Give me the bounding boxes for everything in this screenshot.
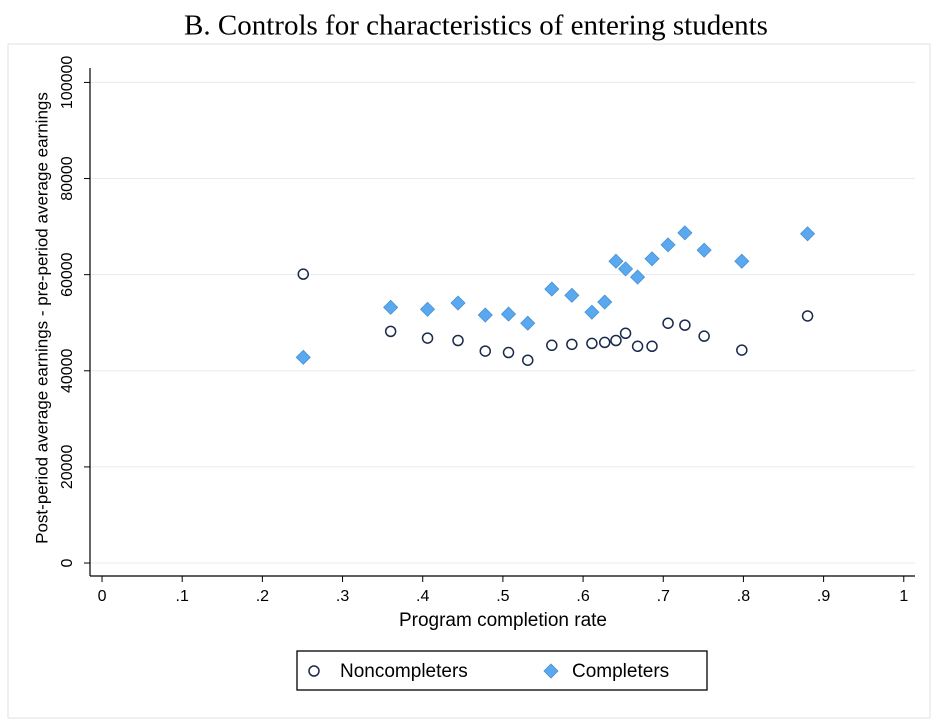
circle-marker <box>421 332 434 344</box>
diamond-marker <box>799 226 816 242</box>
diamond-marker <box>660 237 676 253</box>
circle-marker <box>619 327 632 340</box>
diamond-marker <box>734 253 750 269</box>
x-tick-label: 0 <box>98 588 107 605</box>
x-tick-label: .7 <box>657 588 670 605</box>
x-tick-label: .6 <box>576 588 589 605</box>
circle-marker <box>736 344 748 356</box>
x-tick-label: .5 <box>496 588 509 605</box>
x-tick-label: 1 <box>899 588 908 605</box>
circle-marker <box>384 325 397 338</box>
diamond-marker <box>618 261 634 277</box>
circle-marker <box>801 310 814 322</box>
circle-marker <box>598 336 611 349</box>
diamond-marker <box>383 299 399 315</box>
y-tick-label: 80000 <box>59 156 76 201</box>
circle-marker <box>662 317 674 329</box>
diamond-marker <box>644 251 660 267</box>
plot-frame <box>7 43 931 719</box>
legend-label: Completers <box>572 661 669 682</box>
x-tick-label: .3 <box>336 588 349 605</box>
y-tick-label: 40000 <box>59 348 76 393</box>
diamond-marker <box>630 269 646 285</box>
circle-marker <box>610 334 622 347</box>
diamond-marker <box>520 315 536 331</box>
legend-label: Noncompleters <box>340 661 468 682</box>
diamond-marker <box>295 349 311 365</box>
diamond-marker <box>500 306 517 322</box>
diamond-marker <box>477 307 493 323</box>
y-tick-label: 60000 <box>59 252 76 297</box>
diamond-marker <box>450 295 466 311</box>
y-tick-label: 0 <box>59 558 76 567</box>
x-tick-label: .9 <box>817 588 830 605</box>
diamond-marker <box>696 242 712 258</box>
circle-marker <box>586 337 598 350</box>
diamond-marker <box>597 294 613 310</box>
diamond-marker <box>608 253 624 269</box>
circle-marker <box>646 340 658 353</box>
diamond-marker <box>544 281 560 297</box>
circle-marker <box>502 346 515 359</box>
circle-marker <box>479 345 492 357</box>
chart-title: B. Controls for characteristics of enter… <box>184 10 768 42</box>
circle-marker <box>546 339 558 352</box>
x-tick-label: .1 <box>176 588 189 605</box>
y-tick-label: 20000 <box>59 445 76 490</box>
x-axis-title: Program completion rate <box>399 610 607 631</box>
y-tick-label: 100000 <box>59 56 76 109</box>
circle-marker <box>566 338 578 351</box>
circle-marker <box>679 319 691 331</box>
circle-marker <box>698 330 710 342</box>
diamond-marker <box>419 301 436 317</box>
x-tick-label: .8 <box>737 588 750 605</box>
x-tick-label: .2 <box>256 588 269 605</box>
circle-marker <box>308 665 320 677</box>
legend-box <box>296 650 708 691</box>
diamond-marker <box>543 663 559 679</box>
circle-marker <box>452 334 464 347</box>
y-axis-title: Post-period average earnings - pre-perio… <box>32 92 51 544</box>
x-tick-label: .4 <box>416 588 429 605</box>
diamond-marker <box>584 304 600 320</box>
diamond-marker <box>677 225 693 241</box>
circle-marker <box>297 268 310 280</box>
diamond-marker <box>564 287 580 303</box>
circle-marker <box>631 340 644 353</box>
circle-marker <box>522 354 534 366</box>
